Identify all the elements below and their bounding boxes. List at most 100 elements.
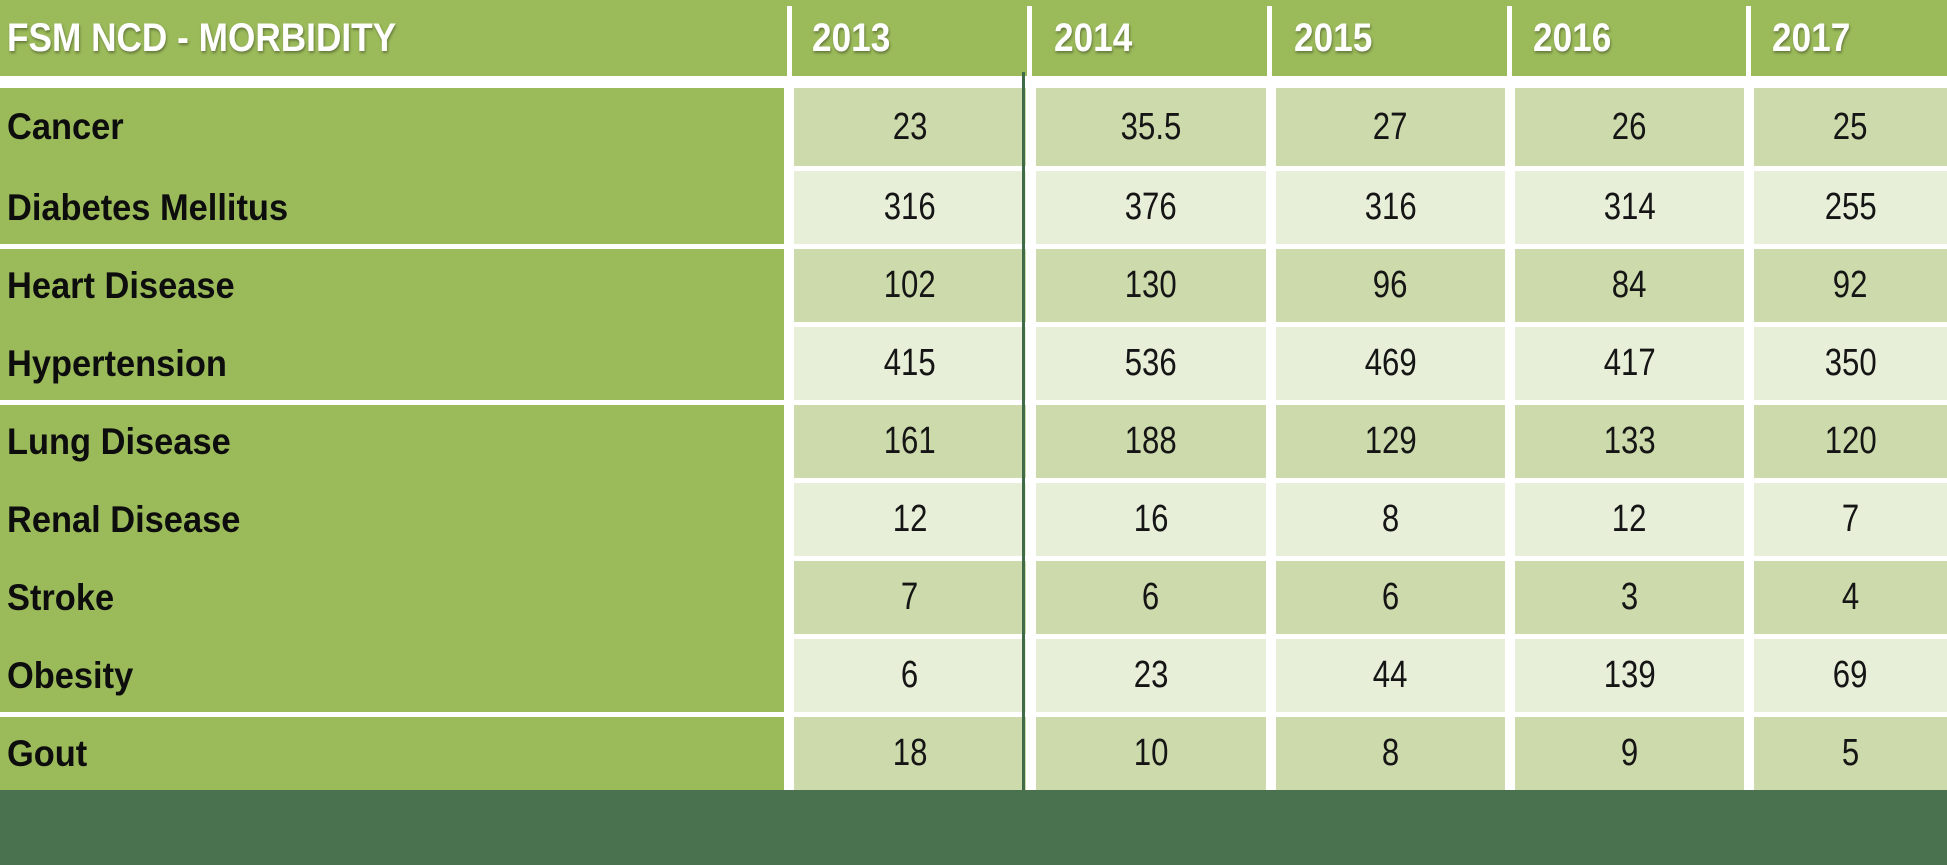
cell-value: 376	[1125, 186, 1177, 228]
cell-value: 7	[901, 576, 919, 618]
cell-value: 23	[1133, 654, 1169, 696]
cell-diabetes-2013: 316	[794, 171, 1026, 244]
cell-renal-2016: 12	[1515, 483, 1744, 556]
cell-value: 120	[1824, 420, 1877, 462]
cell-value: 255	[1824, 186, 1877, 228]
cell-obesity-2015: 44	[1276, 639, 1505, 712]
column-header-2015: 2015	[1294, 0, 1383, 76]
cell-value: 316	[1364, 186, 1417, 228]
cell-renal-2013: 12	[794, 483, 1026, 556]
table-header-row: FSM NCD - MORBIDITY 2013 2014 2015 2016 …	[0, 0, 1947, 76]
cell-heart-2014: 130	[1036, 249, 1266, 322]
cell-gout-2015: 8	[1276, 717, 1505, 790]
row-label-diabetes-mellitus: Diabetes Mellitus	[0, 171, 784, 244]
cell-value: 96	[1373, 264, 1408, 306]
cell-lung-2017: 120	[1754, 405, 1947, 478]
cell-hypertension-2017: 350	[1754, 327, 1947, 400]
cell-diabetes-2014: 376	[1036, 171, 1266, 244]
cell-value: 139	[1603, 654, 1656, 696]
cell-value: 316	[884, 186, 936, 228]
cell-value: 23	[892, 105, 928, 148]
column-header-2016: 2016	[1533, 0, 1622, 76]
cell-heart-2013: 102	[794, 249, 1026, 322]
cell-value: 27	[1373, 105, 1408, 148]
label-group-background	[0, 249, 784, 400]
table-title-text: FSM NCD - MORBIDITY	[7, 15, 397, 60]
header-divider	[1267, 6, 1272, 76]
cell-value: 133	[1603, 420, 1656, 462]
cell-value: 9	[1620, 732, 1639, 774]
cell-value: 8	[1381, 732, 1400, 774]
cell-value: 12	[892, 498, 928, 540]
cell-value: 6	[901, 654, 919, 696]
label-group-background	[0, 88, 784, 244]
cell-value: 8	[1381, 498, 1400, 540]
cell-cancer-2017: 25	[1754, 88, 1947, 166]
cell-diabetes-2017: 255	[1754, 171, 1947, 244]
cell-heart-2016: 84	[1515, 249, 1744, 322]
cell-stroke-2015: 6	[1276, 561, 1505, 634]
column-header-2014: 2014	[1054, 0, 1143, 76]
cell-heart-2015: 96	[1276, 249, 1505, 322]
row-label-lung-disease: Lung Disease	[0, 405, 784, 478]
cell-heart-2017: 92	[1754, 249, 1947, 322]
cell-stroke-2016: 3	[1515, 561, 1744, 634]
cell-lung-2014: 188	[1036, 405, 1266, 478]
cell-value: 415	[884, 342, 936, 384]
cell-value: 536	[1125, 342, 1177, 384]
cell-value: 5	[1841, 732, 1860, 774]
cell-gout-2014: 10	[1036, 717, 1266, 790]
cell-value: 44	[1373, 654, 1408, 696]
cell-diabetes-2016: 314	[1515, 171, 1744, 244]
label-group-background	[0, 405, 784, 712]
cell-stroke-2014: 6	[1036, 561, 1266, 634]
cell-value: 469	[1364, 342, 1417, 384]
cell-value: 7	[1841, 498, 1860, 540]
footer-bar	[0, 790, 1947, 865]
cell-value: 6	[1381, 576, 1400, 618]
cell-diabetes-2015: 316	[1276, 171, 1505, 244]
row-label-gout: Gout	[0, 717, 784, 790]
row-label-stroke: Stroke	[0, 561, 784, 634]
cell-value: 4	[1841, 576, 1860, 618]
year-label: 2014	[1054, 15, 1133, 60]
year-label: 2016	[1533, 15, 1612, 60]
row-label-hypertension: Hypertension	[0, 327, 784, 400]
cell-value: 314	[1603, 186, 1656, 228]
cell-obesity-2014: 23	[1036, 639, 1266, 712]
cell-hypertension-2013: 415	[794, 327, 1026, 400]
cell-value: 69	[1833, 654, 1868, 696]
cell-value: 129	[1364, 420, 1417, 462]
cell-value: 161	[884, 420, 936, 462]
cell-value: 12	[1612, 498, 1647, 540]
cell-value: 84	[1612, 264, 1647, 306]
cell-value: 3	[1620, 576, 1639, 618]
column-header-2017: 2017	[1772, 0, 1861, 76]
row-label-text: Heart Disease	[7, 264, 235, 306]
row-label-text: Gout	[7, 732, 88, 774]
column-divider-2013-2014	[1022, 72, 1025, 790]
header-divider	[1027, 6, 1032, 76]
column-header-2013: 2013	[812, 0, 901, 76]
cell-value: 25	[1833, 105, 1868, 148]
cell-value: 102	[884, 264, 936, 306]
year-label: 2013	[812, 15, 891, 60]
cell-lung-2013: 161	[794, 405, 1026, 478]
cell-value: 350	[1824, 342, 1877, 384]
row-label-text: Renal Disease	[7, 498, 241, 540]
header-divider	[1507, 6, 1512, 76]
row-label-text: Cancer	[7, 106, 124, 147]
cell-hypertension-2014: 536	[1036, 327, 1266, 400]
cell-cancer-2015: 27	[1276, 88, 1505, 166]
cell-renal-2015: 8	[1276, 483, 1505, 556]
cell-obesity-2016: 139	[1515, 639, 1744, 712]
cell-value: 188	[1125, 420, 1177, 462]
table-title: FSM NCD - MORBIDITY	[7, 0, 449, 76]
cell-stroke-2017: 4	[1754, 561, 1947, 634]
cell-value: 26	[1612, 105, 1647, 148]
cell-value: 16	[1133, 498, 1169, 540]
cell-renal-2017: 7	[1754, 483, 1947, 556]
cell-hypertension-2015: 469	[1276, 327, 1505, 400]
cell-cancer-2014: 35.5	[1036, 88, 1266, 166]
